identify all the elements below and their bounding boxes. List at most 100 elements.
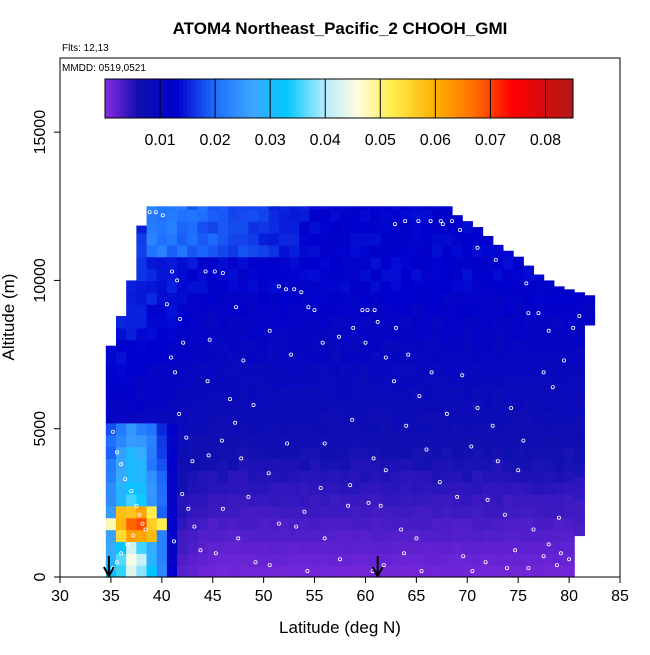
heatmap-cell	[319, 351, 331, 365]
heatmap-cell	[513, 316, 524, 329]
heatmap-cell	[462, 493, 473, 507]
heatmap-cell	[390, 493, 402, 507]
heatmap-cell	[248, 410, 260, 424]
heatmap-cell	[258, 339, 270, 353]
heatmap-cell	[126, 493, 137, 507]
heatmap-cell	[421, 446, 433, 459]
heatmap-cell	[289, 292, 300, 305]
sample-point	[246, 494, 251, 499]
heatmap-cell	[401, 221, 412, 234]
heatmap-cell	[258, 316, 270, 329]
heatmap-cell	[431, 232, 443, 246]
heatmap-cell	[278, 493, 290, 507]
sample-point	[402, 551, 407, 556]
heatmap-cell	[116, 482, 127, 495]
heatmap-cell	[187, 268, 199, 282]
chart-title: ATOM4 Northeast_Pacific_2 CHOOH_GMI	[173, 19, 508, 38]
heatmap-cell	[319, 482, 331, 495]
heatmap-cell	[166, 206, 178, 210]
colorbar-segment	[276, 79, 281, 118]
heatmap-cell	[207, 565, 219, 578]
heatmap-cell	[401, 458, 412, 471]
colorbar-segment	[397, 79, 402, 118]
heatmap-cell	[533, 422, 545, 436]
heatmap-cell	[431, 206, 443, 210]
heatmap-cell	[217, 422, 229, 436]
sample-point	[346, 503, 351, 508]
heatmap-cell	[390, 327, 402, 341]
heatmap-cell	[380, 541, 392, 554]
heatmap-cell	[421, 351, 433, 365]
heatmap-cell	[401, 256, 412, 270]
heatmap-cell	[146, 316, 158, 329]
heatmap-cell	[278, 209, 290, 222]
heatmap-cell	[492, 517, 504, 531]
colorbar-segment	[292, 79, 297, 118]
heatmap-cell	[278, 541, 290, 554]
colorbar-segment	[459, 79, 465, 118]
heatmap-cell	[268, 280, 280, 293]
heatmap-cell	[126, 316, 137, 329]
colorbar-segment	[374, 79, 379, 118]
colorbar-segment	[214, 79, 219, 118]
colorbar-segment	[311, 79, 317, 118]
heatmap-cell	[533, 363, 545, 376]
heatmap-cell	[126, 541, 137, 554]
sample-point	[177, 411, 182, 416]
heatmap-cell	[543, 304, 555, 317]
heatmap-cell	[390, 458, 402, 471]
colorbar-tick-label: 0.01	[144, 132, 175, 149]
heatmap-cell	[462, 565, 473, 578]
heatmap-cell	[431, 541, 443, 554]
heatmap-cell	[533, 529, 545, 543]
heatmap-cell	[156, 375, 168, 388]
sample-point	[455, 494, 460, 499]
heatmap-cell	[452, 422, 463, 436]
heatmap-cell	[401, 446, 412, 459]
heatmap-cell	[197, 292, 209, 305]
heatmap-cell	[309, 256, 321, 270]
heatmap-cell	[126, 327, 137, 341]
heatmap-cell	[513, 268, 524, 282]
heatmap-cell	[228, 351, 239, 365]
heatmap-cell	[543, 292, 555, 305]
colorbar-segment	[553, 79, 558, 118]
heatmap-cell	[482, 470, 494, 483]
heatmap-cell	[329, 375, 341, 388]
heatmap-cell	[411, 387, 423, 400]
sample-point	[283, 287, 288, 292]
heatmap-cell	[116, 470, 127, 483]
heatmap-cell	[207, 351, 219, 365]
colorbar-segment	[522, 79, 527, 118]
sample-point	[312, 308, 317, 313]
sample-point	[289, 352, 294, 357]
heatmap-cell	[350, 292, 361, 305]
colorbar-segment	[257, 79, 262, 118]
heatmap-cell	[533, 553, 545, 566]
sample-point	[129, 488, 134, 493]
heatmap-cell	[278, 351, 290, 365]
heatmap-cell	[380, 375, 392, 388]
heatmap-cell	[502, 375, 514, 388]
heatmap-cell	[248, 206, 260, 210]
heatmap-cell	[401, 327, 412, 341]
heatmap-cell	[228, 375, 239, 388]
heatmap-cell	[146, 529, 158, 543]
heatmap-cell	[105, 387, 117, 400]
heatmap-cell	[207, 434, 219, 448]
heatmap-cell	[146, 351, 158, 365]
heatmap-cell	[319, 206, 331, 210]
heatmap-cell	[360, 458, 372, 471]
colorbar-segment	[557, 79, 562, 118]
heatmap-cell	[258, 209, 270, 222]
sample-point	[336, 334, 341, 339]
sample-point	[134, 503, 139, 508]
heatmap-cell	[502, 327, 514, 341]
heatmap-cell	[309, 209, 321, 222]
heatmap-cell	[441, 399, 453, 412]
heatmap-cell	[319, 493, 331, 507]
heatmap-cell	[228, 553, 239, 566]
heatmap-cell	[350, 304, 361, 317]
heatmap-cell	[360, 375, 372, 388]
heatmap-cell	[156, 206, 168, 210]
